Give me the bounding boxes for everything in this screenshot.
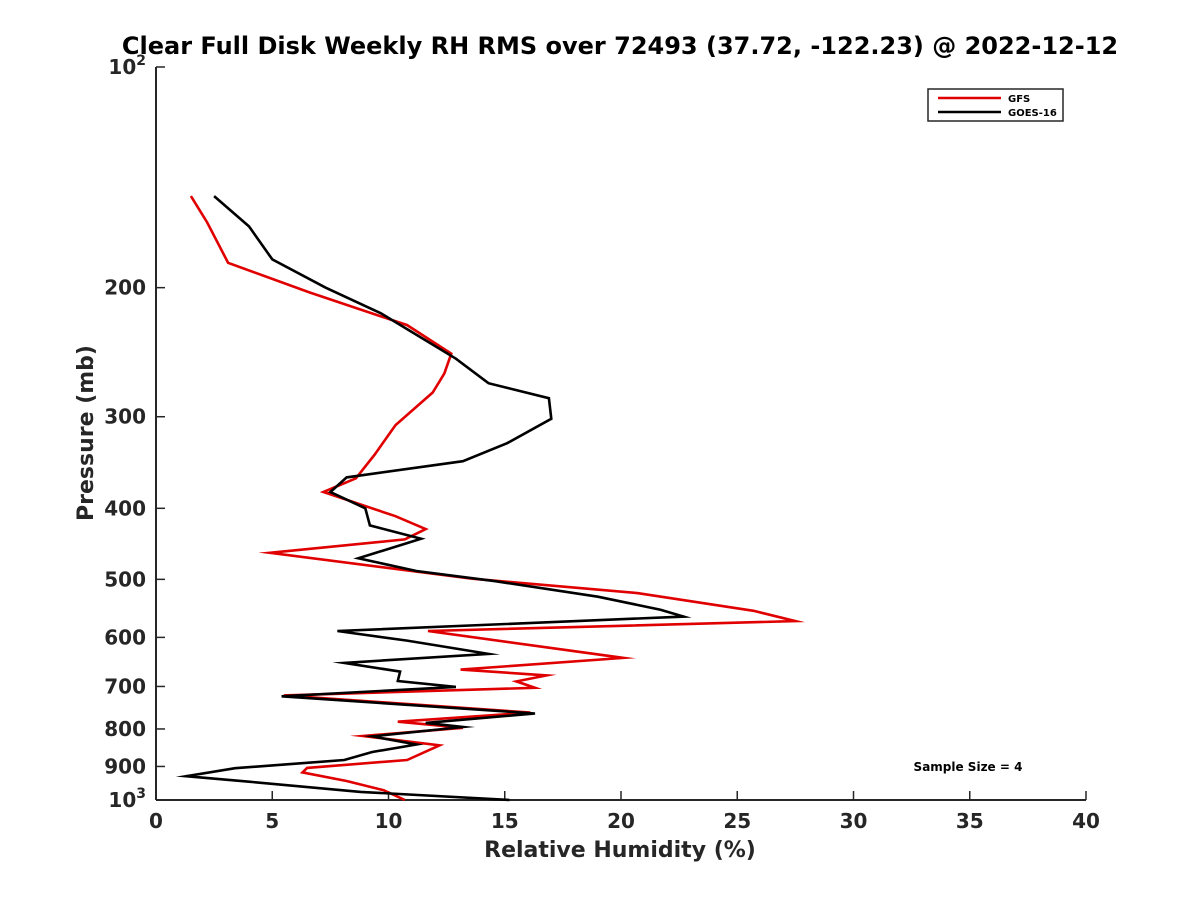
legend-label: GOES-16 [1008,108,1057,119]
y-tick-label: 800 [104,717,146,741]
x-tick-label: 0 [149,809,163,833]
x-tick-label: 5 [265,809,279,833]
y-tick-label: 200 [104,276,146,300]
y-axis-label: Pressure (mb) [74,345,99,521]
series-line-gfs [189,195,806,802]
x-tick-label: 15 [491,809,519,833]
chart-title: Clear Full Disk Weekly RH RMS over 72493… [122,32,1118,60]
y-tick-label: 300 [104,405,146,429]
y-tick-label: 500 [104,567,146,591]
legend-label: GFS [1008,94,1030,105]
y-tick-label: 900 [104,754,146,778]
series-lines [175,195,806,802]
x-tick-label: 25 [723,809,751,833]
y-tick-label: 700 [104,674,146,698]
y-tick-label: 400 [104,496,146,520]
series-line-goes-16 [175,195,692,802]
x-tick-label: 20 [607,809,635,833]
x-tick-label: 40 [1072,809,1100,833]
x-tick-label: 30 [840,809,868,833]
x-axis-label: Relative Humidity (%) [484,838,756,863]
tick-marks: 0 5 10 15 20 25 30 35 40 102 200 300 400 500 600 700 800… [104,53,1100,833]
legend-box [927,88,1064,122]
y-tick-label: 600 [104,625,146,649]
legend: GFS GOES-16 [927,88,1064,122]
x-tick-label: 35 [956,809,984,833]
y-tick-label: 103 [108,786,146,812]
sample-size-annotation: Sample Size = 4 [914,760,1023,774]
y-tick-label: 102 [108,53,146,79]
x-tick-label: 10 [375,809,403,833]
